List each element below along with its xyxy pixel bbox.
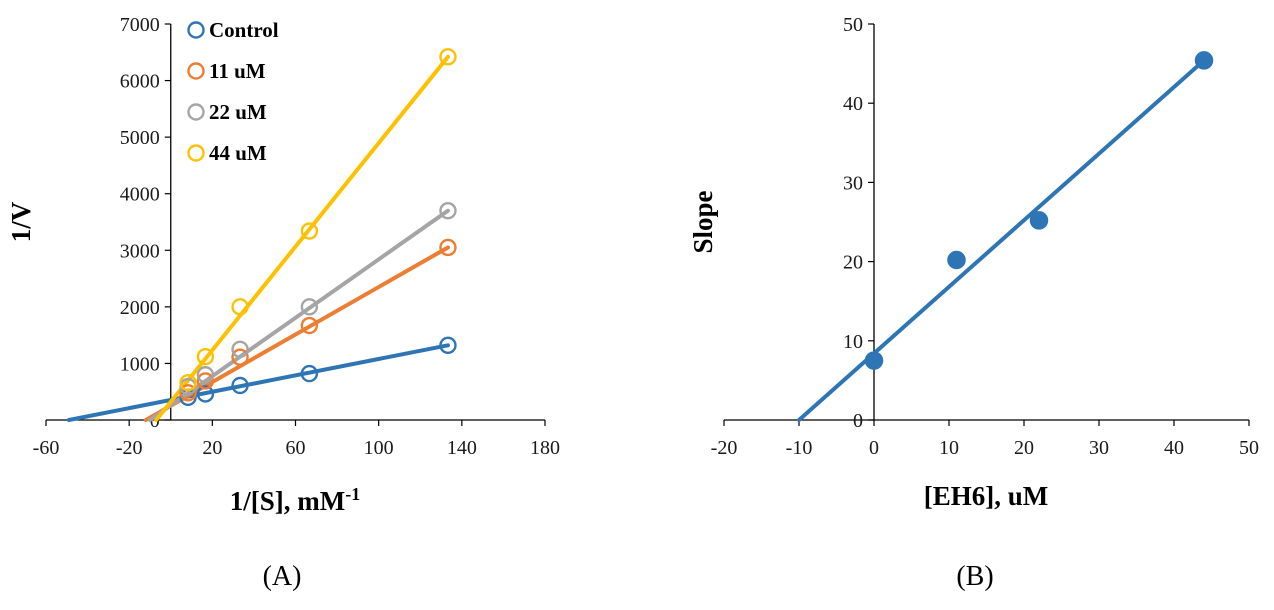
data-point	[196, 347, 215, 366]
data-point	[1194, 51, 1214, 70]
x-tick-label: 10	[939, 437, 959, 459]
data-point	[179, 373, 197, 392]
fit-line-0	[66, 343, 450, 422]
y-axis-title: 1/V	[6, 201, 36, 242]
x-axis-title-superscript: -1	[345, 484, 360, 504]
y-tick-label: 7000	[120, 14, 160, 36]
x-tick-label: 50	[1239, 437, 1259, 459]
y-tick-label: 2000	[120, 297, 160, 319]
x-tick-label: -20	[711, 437, 738, 459]
legend-label: 11 uM	[209, 59, 266, 83]
data-point	[231, 340, 249, 358]
legend-label: Control	[209, 18, 279, 42]
data-point	[179, 384, 197, 402]
y-axis-title: Slope	[688, 190, 718, 253]
data-point	[439, 201, 457, 220]
x-axis-title-text: 1/[S], mM	[230, 486, 345, 516]
data-point	[196, 372, 215, 390]
x-axis-title: 1/[S], mM-1	[230, 484, 360, 516]
x-tick-label: 140	[447, 437, 477, 459]
y-tick-label: 30	[843, 172, 863, 194]
y-tick-label: 4000	[120, 184, 160, 206]
panel-b: -20 -10 0 10 20 30 40 50 0 10 20 30 40 50 [EH6], uM Slo…	[688, 14, 1259, 592]
data-point	[1029, 211, 1049, 230]
y-tick-label: 3000	[120, 240, 160, 262]
y-tick-label: 50	[843, 14, 863, 36]
x-tick-label: -10	[786, 437, 813, 459]
legend-label: 44 uM	[209, 141, 267, 165]
data-point	[300, 222, 319, 240]
fit-line-3	[154, 54, 450, 422]
y-tick-label: 10	[843, 331, 863, 353]
data-point	[439, 48, 457, 66]
data-point	[231, 348, 249, 366]
x-tick-label: 60	[286, 437, 306, 459]
data-point	[300, 298, 319, 316]
x-axis-title: [EH6], uM	[924, 481, 1049, 511]
y-tick-label: 40	[843, 93, 863, 115]
data-point	[947, 250, 966, 270]
legend-marker	[187, 62, 205, 80]
y-tick-label: 6000	[120, 71, 160, 93]
x-tick-label: 180	[530, 437, 560, 459]
legend-marker	[187, 103, 205, 121]
data-point	[231, 376, 249, 395]
x-tick-label: 20	[202, 437, 222, 459]
data-point	[196, 366, 215, 384]
data-point	[231, 298, 249, 316]
data-point	[196, 385, 215, 403]
legend-marker	[187, 144, 205, 162]
panel-a: -60-202060100140180010002000300040005000…	[6, 14, 560, 592]
panel-label: (B)	[956, 561, 993, 592]
panel-label: (A)	[263, 561, 302, 592]
y-tick-label: 5000	[120, 127, 160, 149]
x-tick-label: -20	[116, 437, 143, 459]
data-point	[300, 316, 319, 335]
y-tick-label: 0	[853, 410, 863, 432]
x-tick-label: 30	[1089, 437, 1109, 459]
y-tick-label: 1000	[120, 353, 160, 375]
x-tick-label: 20	[1014, 437, 1034, 459]
data-point	[439, 336, 457, 355]
x-tick-label: 40	[1164, 437, 1184, 459]
y-tick-label: 20	[843, 252, 863, 274]
data-point	[300, 364, 319, 383]
x-tick-label: -60	[33, 437, 60, 459]
data-point	[864, 351, 884, 370]
legend-marker	[187, 21, 205, 39]
data-point	[439, 238, 457, 257]
x-tick-label: 0	[869, 437, 879, 459]
x-tick-label: 100	[364, 437, 394, 459]
legend-label: 22 uM	[209, 100, 267, 124]
